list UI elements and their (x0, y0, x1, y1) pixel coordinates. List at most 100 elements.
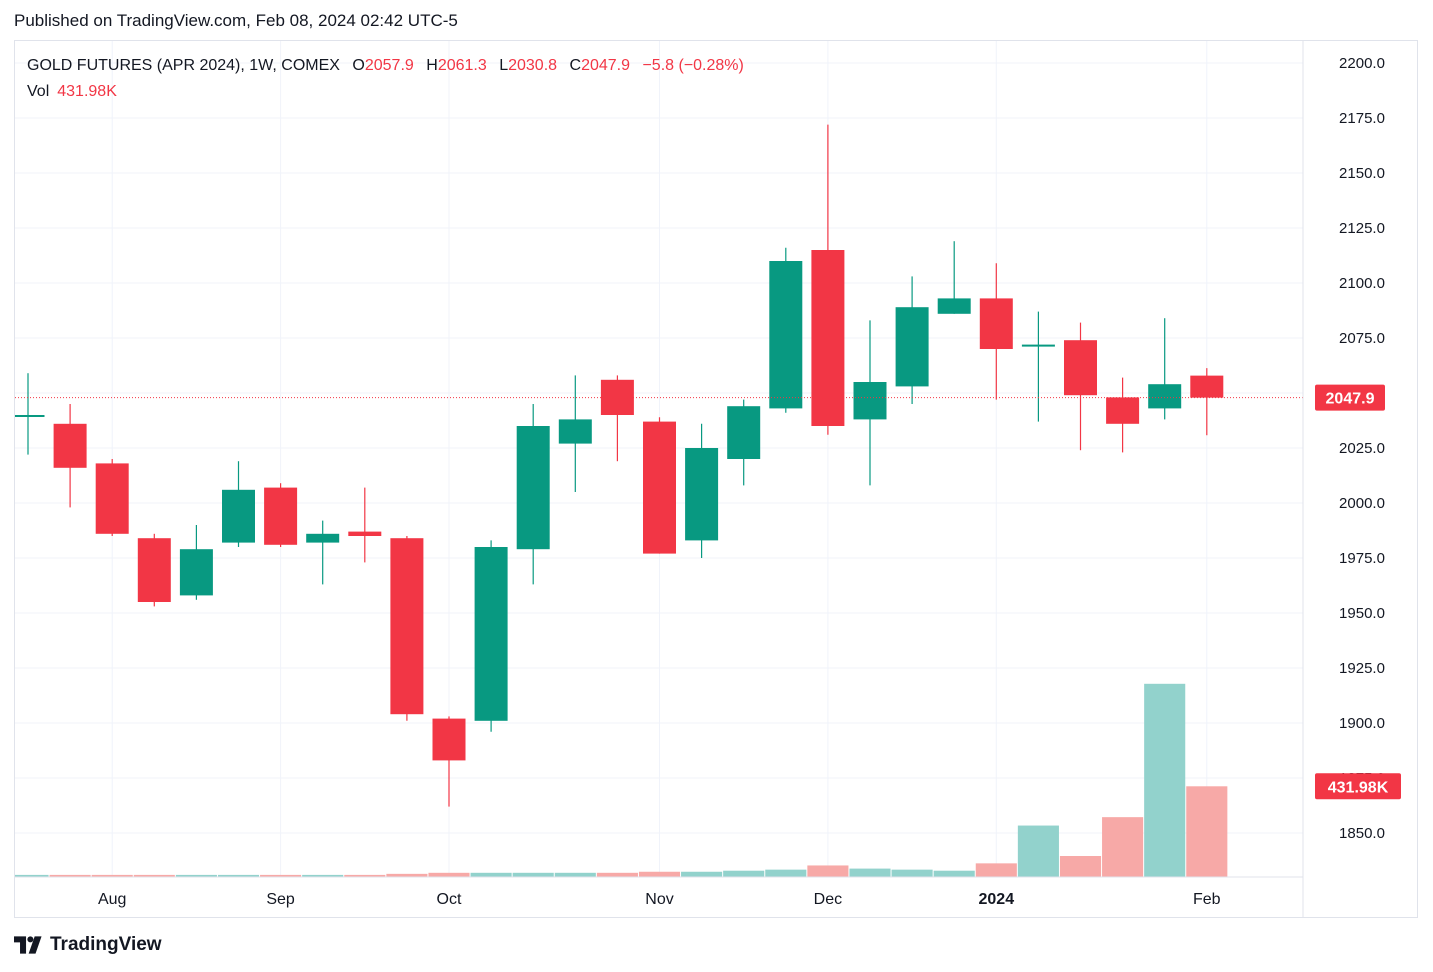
x-tick-label: Aug (98, 891, 126, 908)
volume-bar (1017, 825, 1059, 877)
x-tick-label: Dec (814, 891, 842, 908)
candle-body (937, 298, 971, 314)
y-tick-label: 2075.0 (1339, 330, 1385, 347)
volume-bar (681, 871, 723, 877)
volume-badge-bg (1315, 773, 1401, 800)
legend-volume-row: Vol 431.98K (27, 79, 744, 105)
candle-body (769, 261, 803, 409)
footer-brand[interactable]: TradingView (14, 934, 162, 956)
candle-body (306, 533, 340, 543)
candle-body (558, 419, 592, 444)
footer-brand-text: TradingView (50, 934, 162, 955)
candle-body (95, 463, 129, 534)
y-tick-label: 2175.0 (1339, 110, 1385, 127)
y-tick-label: 2100.0 (1339, 275, 1385, 292)
volume-bar (428, 872, 470, 877)
legend-high-label: H (426, 57, 438, 74)
candle-body (15, 415, 45, 417)
volume-bar (849, 868, 891, 877)
volume-bar (175, 874, 217, 877)
candle-body (1021, 344, 1055, 347)
candle-body (222, 489, 255, 543)
volume-bar (933, 870, 975, 877)
chart-legend: GOLD FUTURES (APR 2024), 1W, COMEX O2057… (27, 53, 744, 105)
price-badge-text: 2047.9 (1326, 391, 1375, 408)
candle-body (432, 718, 466, 761)
legend-vol-value: 431.98K (57, 83, 117, 100)
volume-layer (15, 683, 1228, 877)
volume-bar (302, 874, 344, 877)
candle-body (137, 538, 171, 602)
candle-body (348, 531, 382, 536)
y-tick-label: 2000.0 (1339, 495, 1385, 512)
candle-body (685, 448, 719, 541)
x-tick-label: Feb (1193, 891, 1221, 908)
volume-bar (1144, 683, 1186, 877)
volume-bar (723, 870, 765, 877)
volume-bar (975, 863, 1017, 877)
volume-bar (512, 872, 554, 877)
legend-change: −5.8 (−0.28%) (642, 57, 744, 74)
candle-body (1064, 340, 1097, 396)
volume-bar (554, 872, 596, 877)
volume-bar (15, 874, 49, 877)
legend-open-value: 2057.9 (364, 57, 414, 74)
y-tick-label: 1900.0 (1339, 715, 1385, 732)
legend-symbol: GOLD FUTURES (APR 2024), 1W, COMEX (27, 57, 340, 74)
legend-close-value: 2047.9 (581, 57, 630, 74)
volume-bar (1059, 856, 1102, 877)
legend-ohlc-row: GOLD FUTURES (APR 2024), 1W, COMEX O2057… (27, 53, 744, 79)
volume-badge-text: 431.98K (1328, 779, 1389, 796)
candle-body (643, 421, 676, 554)
y-tick-label: 1950.0 (1339, 605, 1385, 622)
published-header: Published on TradingView.com, Feb 08, 20… (14, 11, 458, 30)
legend-low-value: 2030.8 (508, 57, 558, 74)
price-badge-bg (1315, 384, 1385, 411)
volume-bar (217, 874, 260, 877)
grid-layer (15, 41, 1303, 877)
tradingview-logo-icon (14, 936, 42, 954)
volume-bar (807, 865, 849, 877)
legend-close-label: C (569, 57, 582, 74)
volume-bar (344, 874, 386, 877)
candle-body (53, 423, 87, 468)
x-tick-label: 2024 (979, 891, 1015, 908)
candle-body (811, 250, 845, 426)
volume-bar (260, 874, 302, 877)
volume-bar (386, 873, 428, 877)
x-tick-label: Sep (266, 891, 295, 908)
legend-low-label: L (499, 57, 509, 74)
y-tick-label: 2150.0 (1339, 165, 1385, 182)
chart-canvas[interactable]: 2200.02175.02150.02125.02100.02075.02050… (15, 41, 1417, 917)
volume-bar (91, 874, 133, 877)
volume-bar (470, 872, 512, 877)
candle-body (264, 487, 298, 545)
candle-body (1148, 384, 1182, 409)
volume-bar (133, 874, 175, 877)
y-tick-label: 2025.0 (1339, 440, 1385, 457)
candle-body (600, 379, 634, 415)
candle-body (895, 307, 929, 387)
y-tick-label: 1975.0 (1339, 550, 1385, 567)
chart-frame[interactable]: 2200.02175.02150.02125.02100.02075.02050… (14, 40, 1418, 918)
y-tick-label: 2200.0 (1339, 55, 1385, 72)
candle-body (474, 547, 508, 721)
candle-body (390, 538, 424, 715)
volume-bar (765, 869, 807, 877)
volume-bar (1102, 817, 1144, 877)
y-tick-label: 1925.0 (1339, 660, 1385, 677)
legend-high-value: 2061.3 (437, 57, 487, 74)
badge-layer: 2047.9 431.98K (1315, 384, 1401, 800)
x-tick-label: Nov (645, 891, 673, 908)
candle-body (1106, 397, 1140, 424)
candle-layer (15, 124, 1303, 807)
volume-bar (638, 871, 681, 877)
volume-bar (49, 874, 91, 877)
legend-vol-label: Vol (27, 83, 50, 100)
candle-body (853, 382, 887, 420)
candle-body (1190, 375, 1224, 398)
candle-body (179, 549, 213, 596)
y-tick-label: 2125.0 (1339, 220, 1385, 237)
volume-bar (891, 869, 933, 877)
y-tick-label: 1850.0 (1339, 825, 1385, 842)
